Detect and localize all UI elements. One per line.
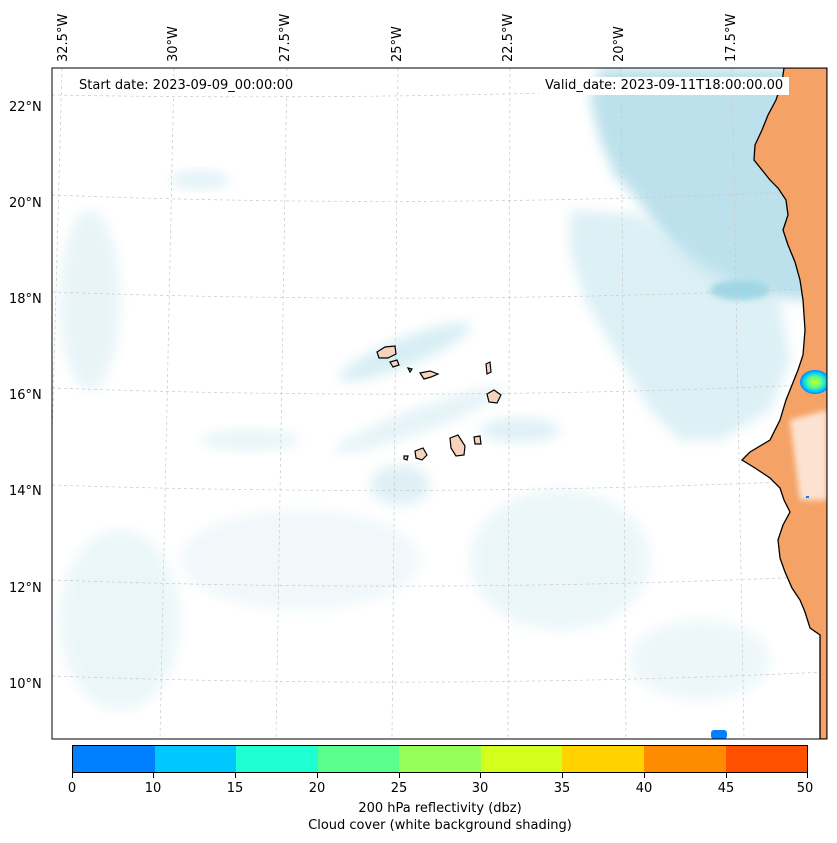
colorbar-tick-label: 45 (717, 781, 735, 796)
latitude-labels: 22°N 20°N 18°N 16°N 14°N 12°N 10°N (9, 100, 42, 692)
lon-label: 25°W (390, 26, 405, 62)
cape-verde-islands (376, 345, 502, 461)
colorbar-segment (399, 746, 481, 772)
colorbar-tick-label: 15 (226, 781, 244, 796)
lat-label: 12°N (9, 581, 42, 596)
island-boa-vista (486, 389, 502, 404)
cloud-patch-far-south (630, 620, 770, 700)
colorbar-tick-label: 50 (796, 781, 814, 796)
island-sao-vicente (389, 359, 400, 368)
colorbar-tick-label: 35 (553, 781, 571, 796)
lat-label: 14°N (9, 484, 42, 499)
start-date-label: Start date: 2023-09-09_00:00:00 (73, 77, 300, 95)
lat-label: 16°N (9, 388, 42, 403)
map-frame (51, 67, 828, 740)
colorbar-segment (154, 746, 237, 772)
colorbar-ticks: 0 10 15 20 25 30 35 40 45 50 (68, 773, 813, 803)
lon-label: 32.5°W (56, 14, 71, 62)
cloud-cover-layer (60, 68, 827, 710)
colorbar-segment (236, 746, 318, 772)
colorbar-segment (562, 746, 644, 772)
colorbar-tick-label: 20 (308, 781, 326, 796)
africa-land (740, 68, 827, 739)
island-santa-luzia (406, 367, 413, 374)
island-sao-nicolau (419, 370, 440, 380)
longitude-labels: 32.5°W 30°W 27.5°W 25°W 22.5°W 20°W 17.5… (56, 14, 739, 62)
colorbar-segment (725, 746, 808, 772)
cloud-streak-mid (335, 387, 505, 453)
reflectivity-echo-south (711, 730, 727, 739)
reflectivity-echo-small (806, 496, 809, 498)
island-sal (485, 361, 492, 375)
colorbar-tick-label: 40 (635, 781, 653, 796)
colorbar-label: 200 hPa reflectivity (dbz) (358, 801, 522, 816)
cloud-band-east (570, 210, 790, 440)
colorbar-tick-label: 10 (144, 781, 162, 796)
cloud-patch-nw (170, 172, 230, 188)
lon-label: 17.5°W (724, 14, 739, 62)
island-santo-antao (376, 345, 397, 359)
colorbar-tick-label: 0 (67, 781, 77, 796)
lon-label: 20°W (612, 26, 627, 62)
cloud-patch-south-center (180, 510, 420, 610)
colorbar-segment (480, 746, 563, 772)
colorbar-tick-label: 25 (390, 781, 408, 796)
colorbar (72, 745, 808, 773)
lat-label: 18°N (9, 292, 42, 307)
cloud-patch-dense (710, 280, 770, 300)
colorbar-sublabel: Cloud cover (white background shading) (308, 818, 572, 833)
lon-label: 22.5°W (501, 14, 516, 62)
africa-inland-shading (790, 410, 827, 500)
valid-date-label: Valid_date: 2023-09-11T18:00:00.00 (539, 77, 790, 95)
cloud-streak-islands (339, 322, 471, 382)
island-brava (403, 455, 409, 461)
cloud-patch-south (370, 465, 430, 505)
colorbar-segment (317, 746, 400, 772)
colorbar-segment (73, 746, 155, 772)
cloud-patch-southwest (60, 530, 180, 710)
colorbar-segment (643, 746, 726, 772)
reflectivity-echo-coast (800, 370, 827, 394)
lat-label: 10°N (9, 677, 42, 692)
lat-label: 22°N (9, 100, 42, 115)
island-fogo (414, 447, 428, 461)
cloud-patch-west-mid (200, 430, 300, 450)
cloud-patch-west (60, 210, 120, 390)
colorbar-tick-label: 30 (471, 781, 489, 796)
lon-label: 27.5°W (278, 14, 293, 62)
island-santiago (449, 434, 466, 457)
cloud-patch-central (480, 418, 560, 442)
island-maio (473, 435, 482, 445)
lon-label: 30°W (166, 26, 181, 62)
cloud-patch-southeast (470, 490, 650, 630)
lat-label: 20°N (9, 196, 42, 211)
gridlines (52, 68, 827, 739)
